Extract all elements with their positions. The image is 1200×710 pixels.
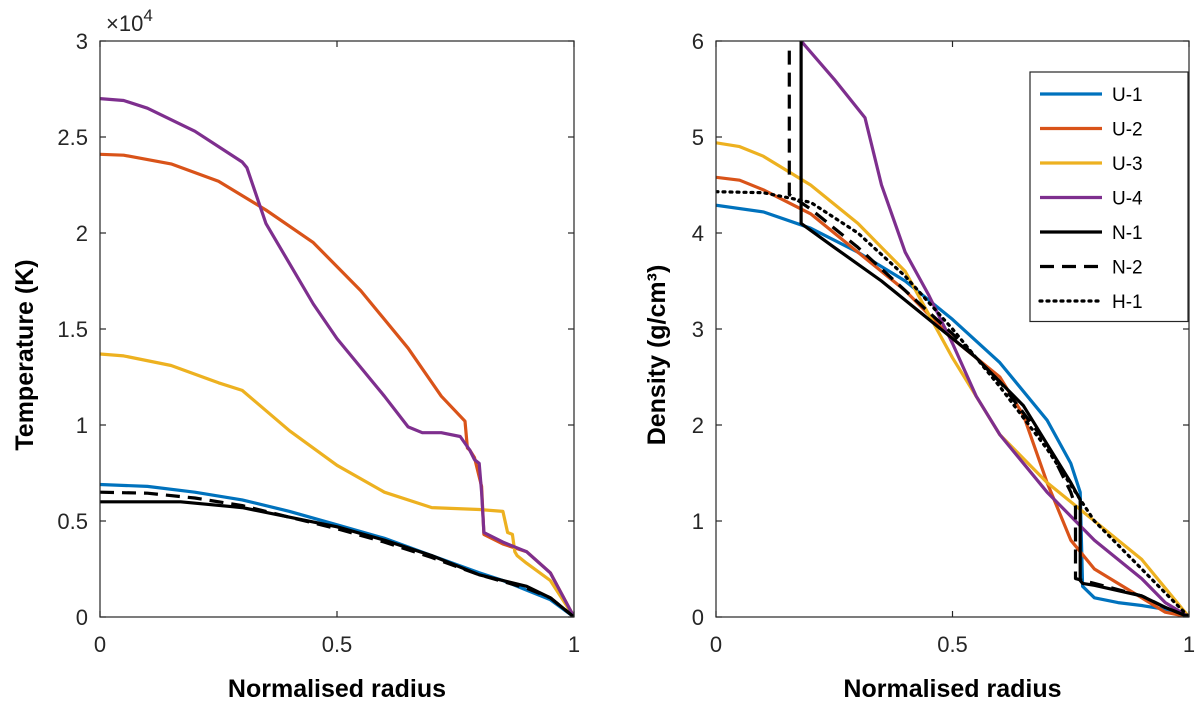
temperature-series-u-1 xyxy=(100,482,574,617)
y-tick-label: 1 xyxy=(692,509,704,534)
density-panel: 0 0.5 1 0 1 2 3 4 5 6 Normalised radius Density (… xyxy=(643,29,1195,703)
temperature-xlabel: Normalised radius xyxy=(228,675,446,703)
temperature-series-u-4 xyxy=(100,97,574,617)
temperature-axes-frame xyxy=(99,40,575,618)
y-tick-label: 0.5 xyxy=(57,509,88,534)
density-ticks: 0 0.5 1 0 1 2 3 4 5 6 xyxy=(692,29,1195,657)
y-tick-label: 0 xyxy=(692,605,704,630)
y-tick-label: 2 xyxy=(76,221,88,246)
temperature-ticks: 0 0.5 1 0 0.5 1 1.5 2 2.5 3 xyxy=(57,29,580,657)
legend-label-u-4: U-4 xyxy=(1112,189,1143,210)
x-tick-label: 1 xyxy=(568,632,580,657)
x-tick-label: 1 xyxy=(1183,632,1195,657)
density-series-u-4 xyxy=(799,41,1189,617)
y-tick-label: 2 xyxy=(692,413,704,438)
temperature-scale-factor: ×104 xyxy=(106,6,153,36)
legend-label-u-3: U-3 xyxy=(1112,154,1143,175)
x-tick-label: 0.5 xyxy=(937,632,968,657)
density-ylabel: Density (g/cm³) xyxy=(643,265,671,446)
y-tick-label: 3 xyxy=(76,29,88,54)
temperature-ylabel: Temperature (K) xyxy=(11,259,39,450)
temperature-series-u-2 xyxy=(100,152,574,617)
y-tick-label: 4 xyxy=(692,221,704,246)
temperature-series-u-3 xyxy=(100,352,574,617)
y-tick-label: 0 xyxy=(76,605,88,630)
y-tick-label: 2.5 xyxy=(57,125,88,150)
temperature-panel: 0 0.5 1 0 0.5 1 1.5 2 2.5 3 Normalised radius Tem… xyxy=(11,6,580,703)
density-series-u-3 xyxy=(716,141,1189,617)
density-series-h-1 xyxy=(716,190,1189,617)
x-tick-label: 0 xyxy=(94,632,106,657)
x-tick-label: 0 xyxy=(710,632,722,657)
density-series-u-1 xyxy=(716,203,1189,617)
y-tick-label: 1 xyxy=(76,413,88,438)
y-tick-label: 3 xyxy=(692,317,704,342)
scale-exponent: 4 xyxy=(143,6,152,25)
x-tick-label: 0.5 xyxy=(322,632,353,657)
legend-label-u-2: U-2 xyxy=(1112,120,1143,141)
y-tick-label: 6 xyxy=(692,29,704,54)
density-legend: U-1 U-2 U-3 U-4 N-1 N-2 H-1 xyxy=(1029,71,1189,323)
temperature-series-n-2 xyxy=(100,490,574,617)
legend-label-u-1: U-1 xyxy=(1112,85,1143,106)
scale-base: ×10 xyxy=(106,11,143,36)
density-xlabel: Normalised radius xyxy=(843,675,1061,703)
y-tick-label: 5 xyxy=(692,125,704,150)
legend-label-h-1: H-1 xyxy=(1112,292,1143,313)
temperature-series-n-1 xyxy=(100,500,574,617)
y-tick-label: 1.5 xyxy=(57,317,88,342)
legend-label-n-1: N-1 xyxy=(1112,223,1143,244)
legend-label-n-2: N-2 xyxy=(1112,258,1143,279)
